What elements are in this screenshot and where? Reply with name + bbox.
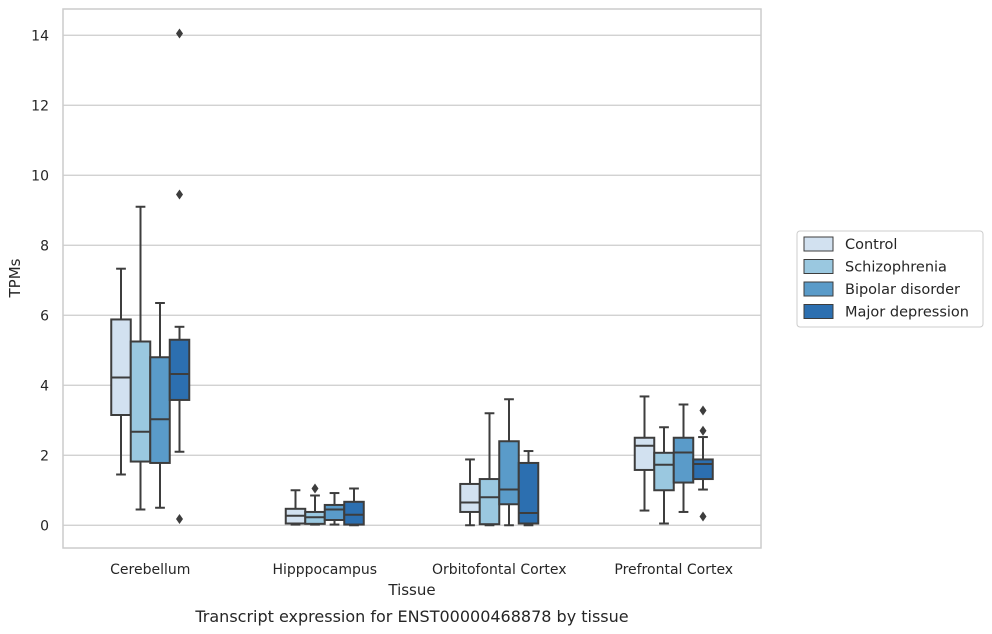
- y-axis-title: TPMs: [6, 258, 24, 298]
- box-major-depression: [692, 405, 714, 522]
- box-bipolar-disorder: [498, 398, 520, 527]
- y-tick-label: 2: [40, 448, 49, 464]
- chart-caption: Transcript expression for ENST0000046887…: [194, 607, 628, 626]
- y-tick-label: 12: [31, 98, 49, 114]
- box-schizophrenia: [478, 412, 501, 527]
- legend-label: Schizophrenia: [845, 260, 947, 276]
- box-iqr: [672, 436, 695, 484]
- box-iqr: [517, 461, 540, 525]
- outlier-point: [176, 513, 183, 524]
- plot-frame: [62, 8, 762, 549]
- legend-swatch: [803, 281, 834, 297]
- x-tick-label: Orbitofontal Cortex: [432, 562, 567, 578]
- outlier-point: [176, 189, 183, 200]
- box-iqr: [323, 503, 346, 522]
- x-tick-labels: Cerebellum Hipppocampus Orbitofontal Corte…: [110, 562, 733, 578]
- box-control: [110, 267, 132, 476]
- box-iqr: [498, 440, 520, 506]
- box-control: [633, 395, 656, 512]
- box-bipolar-disorder: [323, 492, 346, 526]
- box-iqr: [692, 458, 714, 481]
- box-iqr: [149, 356, 171, 464]
- legend-swatch: [803, 259, 834, 274]
- box-bipolar-disorder: [672, 403, 695, 513]
- legend-label: Bipolar disorder: [845, 282, 960, 298]
- box-iqr: [459, 482, 481, 513]
- box-iqr: [478, 478, 501, 526]
- legend-label: Control: [845, 237, 897, 253]
- box-major-depression: [343, 487, 365, 527]
- box-iqr: [129, 340, 152, 463]
- box-major-depression: [168, 28, 191, 524]
- outlier-point: [699, 405, 707, 416]
- box-control: [284, 489, 307, 526]
- legend-swatch: [803, 304, 834, 319]
- y-tick-label: 0: [40, 518, 49, 534]
- y-tick-label: 10: [31, 168, 49, 184]
- box-major-depression: [517, 450, 540, 527]
- y-tick-label: 6: [40, 308, 49, 324]
- box-iqr: [110, 318, 132, 417]
- x-tick-label: Prefrontal Cortex: [614, 562, 733, 578]
- y-tick-label: 8: [40, 238, 49, 254]
- box-schizophrenia: [304, 483, 326, 526]
- box-iqr: [168, 338, 191, 401]
- outlier-point: [176, 28, 183, 39]
- legend-frame: [796, 230, 984, 328]
- legend-swatch: [803, 236, 834, 252]
- y-tick-label: 14: [31, 28, 49, 44]
- box-schizophrenia: [129, 205, 152, 511]
- y-tick-label: 4: [40, 378, 49, 394]
- legend: Control Schizophrenia Bipolar disorder Majo…: [796, 230, 984, 328]
- box-iqr: [653, 451, 675, 492]
- legend-label: Major depression: [845, 305, 969, 321]
- x-axis-title: Tissue: [387, 581, 435, 599]
- box-control: [459, 458, 481, 527]
- y-tick-labels: 0 2 4 6 8 10 12 14: [31, 28, 49, 534]
- outlier-point: [311, 483, 319, 494]
- x-tick-label: Cerebellum: [110, 562, 190, 578]
- box-iqr: [343, 500, 365, 526]
- x-tick-label: Hipppocampus: [272, 562, 377, 578]
- box-bipolar-disorder: [149, 302, 171, 509]
- outlier-point: [699, 425, 707, 436]
- outlier-point: [699, 511, 707, 522]
- box-iqr: [633, 436, 656, 471]
- boxes: [110, 28, 714, 527]
- box-schizophrenia: [653, 426, 675, 525]
